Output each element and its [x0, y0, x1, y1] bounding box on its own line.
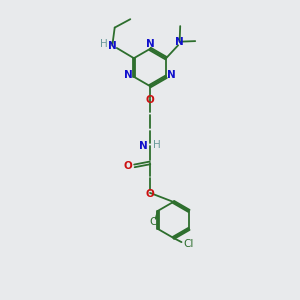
Text: H: H — [153, 140, 160, 150]
Text: N: N — [175, 37, 184, 47]
Text: O: O — [123, 161, 132, 171]
Text: O: O — [146, 189, 154, 200]
Text: N: N — [108, 40, 117, 51]
Text: H: H — [100, 39, 108, 49]
Text: N: N — [167, 70, 176, 80]
Text: Cl: Cl — [149, 217, 159, 227]
Text: N: N — [139, 141, 148, 152]
Text: O: O — [146, 95, 154, 105]
Text: Cl: Cl — [183, 239, 194, 249]
Text: N: N — [146, 39, 154, 50]
Text: N: N — [124, 70, 133, 80]
